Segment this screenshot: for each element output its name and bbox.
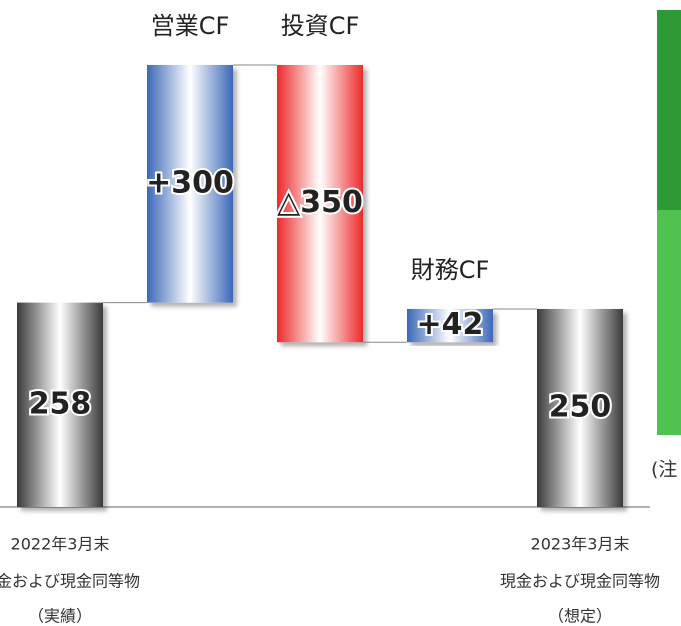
data-label: +42 [417, 307, 484, 342]
x-tick-label: 2022年3月末 [11, 535, 110, 554]
x-tick-label: 営業CF [151, 12, 230, 40]
bar [17, 302, 103, 507]
bar [277, 64, 363, 343]
data-label: 250 [549, 389, 612, 424]
x-tick-label: 財務CF [411, 256, 490, 284]
side-panel [657, 210, 681, 435]
x-tick-sublabel: （実績） [28, 607, 92, 626]
x-tick-label: 投資CF [281, 12, 360, 40]
bar [147, 64, 233, 303]
x-tick-sublabel: 現金および現金同等物 [0, 572, 140, 591]
data-label: +300 [146, 165, 234, 200]
annotation: (注 [651, 459, 677, 481]
x-tick-label: 2023年3月末 [531, 535, 630, 554]
side-panel [657, 10, 681, 210]
data-label: △350 [277, 185, 363, 220]
x-tick-sublabel: （想定） [548, 607, 612, 626]
data-label: 258 [29, 386, 92, 421]
bar [407, 308, 493, 343]
x-tick-sublabel: 現金および現金同等物 [500, 572, 660, 591]
bar [537, 308, 623, 507]
